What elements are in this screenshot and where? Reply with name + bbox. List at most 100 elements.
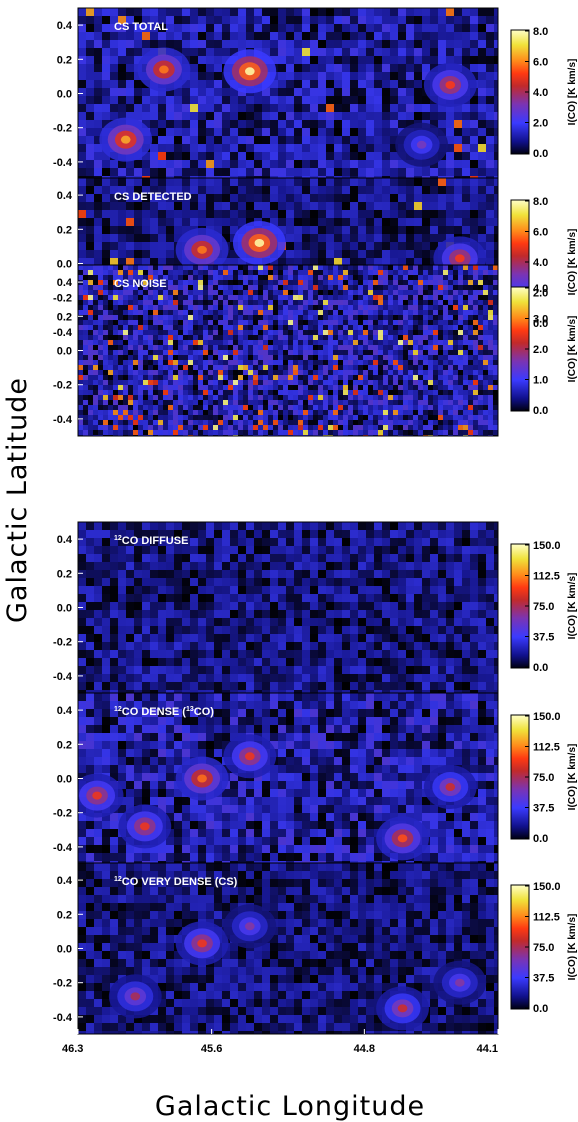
colorbar-tick-label: 37.5 [533,803,554,815]
x-axis-ticks: 46.3 45.6 44.8 44.1 [62,1029,499,1055]
colorbar-tick-label: 1.0 [533,375,548,387]
panel-6: 0.4 0.2 0.0 -0.2 -0.4 12CO VERY DENSE (CS) 150… [53,862,578,1035]
panel-title: 12CO VERY DENSE (CS) [114,876,238,888]
colorbar-tick-label: 37.5 [533,973,554,985]
colorbar-tick-label: 0.0 [533,318,548,330]
panel-title: 12CO DENSE (13CO) [114,706,214,718]
emission-feature [137,47,191,92]
y-tick-label: 0.4 [57,875,73,887]
emission-feature [395,122,449,167]
colorbar-tick-label: 0.0 [533,148,548,160]
y-tick-label: -0.4 [53,671,73,683]
colorbar-tick-label: 37.5 [533,632,554,644]
colorbar-label: I(CO) [K km/s] [567,316,578,383]
colorbar: 4.0 3.0 2.0 1.0 0.0 I(CO) [K km/s] [510,283,578,417]
colorbar: 150.0 112.5 75.0 37.5 0.0 I(CO) [K km/s] [510,540,578,674]
panel-title: CS NOISE [114,278,167,290]
y-tick-label: -0.2 [53,808,72,820]
panel-3: 0.4 0.2 0.0 -0.2 -0.4 CS NOISE 4.0 3.0 2.0 1.0 0.0… [53,264,578,437]
panel-emission-texture [78,265,498,436]
colorbar-tick-label: 112.5 [533,742,560,754]
panel-emission-texture [78,8,498,179]
colorbar-tick-label: 112.5 [533,912,560,924]
emission-feature [78,773,124,818]
panel-title: CS TOTAL [114,21,168,33]
emission-feature [376,986,429,1031]
emission-feature [223,904,277,949]
emission-feature [118,804,172,849]
y-tick-label: 0.4 [57,277,73,289]
y-tick-label: 0.2 [57,224,72,236]
y-tick-label: 0.4 [57,705,73,717]
y-tick-label: -0.4 [53,1012,73,1024]
y-tick-label: 0.0 [57,259,72,271]
colorbar-tick-label: 3.0 [533,314,548,326]
y-tick-label: -0.2 [53,637,72,649]
y-tick-label: 0.4 [57,534,73,546]
y-tick-label: -0.4 [53,414,73,426]
colorbar-tick-label: 0.0 [533,833,548,845]
y-tick-label: -0.2 [53,123,72,135]
colorbar-tick-label: 150.0 [533,711,561,723]
x-tick-label: 45.6 [201,1043,222,1055]
emission-feature [223,734,277,779]
y-tick-label: 0.0 [57,603,72,615]
colorbar-label: I(CO) [K km/s] [567,744,578,811]
y-tick-label: -0.4 [53,327,73,339]
emission-feature [223,49,277,94]
colorbar-tick-label: 6.0 [533,227,548,239]
colorbar-tick-label: 4.0 [533,283,548,295]
panel-emission-texture [78,693,498,864]
colorbar: 8.0 6.0 4.0 2.0 0.0 I(CO) [K km/s] [510,26,578,160]
y-tick-label: 0.2 [57,54,72,66]
emission-feature [175,921,229,966]
y-tick-label: 0.0 [57,944,72,956]
colorbar-label: I(CO) [K km/s] [567,914,578,981]
panel-emission-texture [78,522,498,693]
colorbar-label: I(CO) [K km/s] [567,229,578,296]
colorbar-tick-label: 8.0 [533,26,548,38]
colorbar-tick-label: 4.0 [533,257,548,269]
panel-1: 0.4 0.2 0.0 -0.2 -0.4 CS TOTAL 8.0 6.0 4.0 2.0 0.0… [53,7,578,180]
panel-title: CS DETECTED [114,191,192,203]
y-tick-label: -0.2 [53,293,72,305]
x-tick-label: 44.1 [477,1043,498,1055]
colorbar-tick-label: 8.0 [533,196,548,208]
y-tick-label: 0.0 [57,89,72,101]
y-tick-label: 0.2 [57,311,72,323]
y-tick-label: -0.2 [53,978,72,990]
colorbar: 150.0 112.5 75.0 37.5 0.0 I(CO) [K km/s] [510,711,578,845]
emission-feature [423,765,477,810]
colorbar-tick-label: 150.0 [533,881,561,893]
emission-feature [433,960,487,1005]
emission-feature [423,62,477,107]
x-tick-label: 46.3 [62,1043,83,1055]
colorbar-tick-label: 6.0 [533,57,548,69]
y-tick-label: 0.0 [57,774,72,786]
y-tick-label: 0.2 [57,909,72,921]
y-tick-label: 0.2 [57,739,72,751]
emission-feature [175,756,229,801]
x-axis-label: Galactic Longitude [155,1091,425,1122]
y-tick-label: 0.4 [57,20,73,32]
colorbar-tick-label: 2.0 [533,288,548,300]
y-tick-label: 0.0 [57,346,72,358]
colorbar-tick-label: 75.0 [533,601,554,613]
y-tick-label: 0.4 [57,190,73,202]
panel-5: 0.4 0.2 0.0 -0.2 -0.4 12CO DENSE (13CO) 150.0 1… [53,692,578,865]
colorbar-tick-label: 2.0 [533,118,548,130]
panel-4: 0.4 0.2 0.0 -0.2 -0.4 12CO DIFFUSE 150.0 112.5 7… [53,521,578,694]
y-tick-label: -0.4 [53,842,73,854]
colorbar-tick-label: 75.0 [533,942,554,954]
colorbar-label: I(CO) [K km/s] [567,573,578,640]
colorbar-tick-label: 112.5 [533,571,560,583]
y-axis-label: Galactic Latitude [2,377,33,623]
emission-feature [108,974,162,1019]
panel-emission-texture [78,863,498,1034]
colorbar: 150.0 112.5 75.0 37.5 0.0 I(CO) [K km/s] [510,881,578,1015]
emission-feature [376,816,429,861]
y-tick-label: -0.2 [53,380,72,392]
y-tick-label: -0.4 [53,157,73,169]
colorbar-tick-label: 0.0 [533,405,548,417]
